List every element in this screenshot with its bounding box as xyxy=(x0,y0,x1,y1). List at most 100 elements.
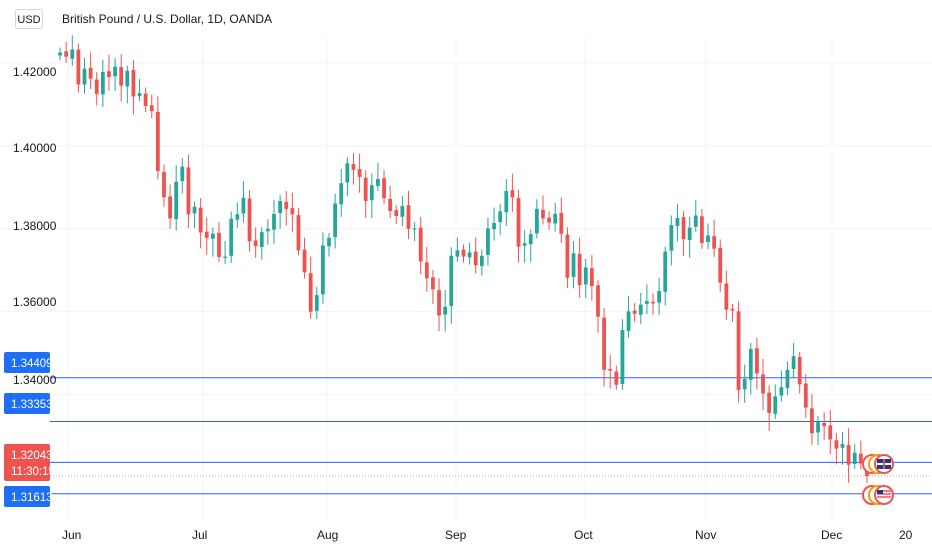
last-price-badge xyxy=(4,444,50,481)
economic-event-us-gb-icon[interactable] xyxy=(862,485,894,505)
candle-body xyxy=(577,254,582,286)
candle-body xyxy=(638,304,643,315)
candle-body xyxy=(644,300,649,304)
candle-body xyxy=(626,311,631,331)
candle-body xyxy=(100,72,105,95)
candle-body xyxy=(498,211,503,223)
candle-body xyxy=(816,422,820,433)
economic-events[interactable] xyxy=(862,454,894,505)
candle-body xyxy=(186,167,191,215)
candle-body xyxy=(510,190,515,198)
candle-body xyxy=(162,171,166,198)
candle-body xyxy=(589,268,594,287)
candle-body xyxy=(180,166,185,182)
candle-body xyxy=(675,218,680,226)
candle-body xyxy=(284,201,289,209)
candle-body xyxy=(155,111,160,172)
candle-body xyxy=(840,444,845,448)
candle-body xyxy=(431,277,435,290)
candle-body xyxy=(528,234,533,245)
candles xyxy=(58,35,869,484)
candle-body xyxy=(107,71,111,77)
countdown-label: 11:30:15 xyxy=(11,466,55,478)
candle-body xyxy=(608,368,613,371)
candle-body xyxy=(302,249,307,273)
x-tick-label: 20 xyxy=(899,528,913,542)
economic-event-gb-us-icon[interactable] xyxy=(862,454,894,474)
candle-body xyxy=(736,311,741,391)
price-badges: 1.34409 1.33353 1.32043 11:30:15 1.31613 xyxy=(4,352,55,507)
level-badge xyxy=(4,393,50,414)
level-badge xyxy=(4,486,50,507)
candle-body xyxy=(345,163,350,183)
candle-body xyxy=(791,356,796,369)
currency-button[interactable]: USD xyxy=(15,9,43,29)
candle-body xyxy=(785,369,790,389)
candle-body xyxy=(143,93,148,107)
candle-body xyxy=(663,251,668,292)
candle-body xyxy=(192,206,197,214)
y-tick-label: 1.42000 xyxy=(13,65,57,79)
candle-body xyxy=(687,227,692,240)
x-tick-label: Jul xyxy=(192,528,207,542)
candle-body xyxy=(265,228,270,232)
candle-body xyxy=(229,218,234,256)
candle-body xyxy=(290,208,295,215)
candle-body xyxy=(724,283,729,310)
candle-body xyxy=(755,348,759,374)
candle-body xyxy=(467,252,472,258)
price-axis[interactable]: 1.42000 1.40000 1.38000 1.36000 1.34000 xyxy=(13,65,57,387)
candle-body xyxy=(82,68,87,85)
candle-body xyxy=(773,396,778,414)
candle-body xyxy=(339,183,344,205)
candle-body xyxy=(308,273,313,312)
y-tick-label: 1.38000 xyxy=(13,219,57,233)
horizontal-level-lines[interactable] xyxy=(50,377,932,495)
candle-body xyxy=(137,93,142,97)
candle-body xyxy=(204,231,209,238)
candle-body xyxy=(241,197,246,214)
candle-body xyxy=(846,444,851,465)
x-tick-label: Dec xyxy=(821,528,842,542)
candle-body xyxy=(424,262,429,279)
candle-body xyxy=(657,291,662,303)
candle-body xyxy=(437,290,441,316)
candle-body xyxy=(64,51,69,57)
candle-body xyxy=(259,232,264,248)
time-axis[interactable]: Jun Jul Aug Sep Oct Nov Dec 20 xyxy=(62,528,913,542)
candle-body xyxy=(504,191,509,213)
candle-body xyxy=(278,201,283,214)
candle-body xyxy=(272,213,276,230)
candle-body xyxy=(217,232,221,258)
candle-body xyxy=(296,215,301,251)
candle-body xyxy=(828,425,833,440)
candle-body xyxy=(748,349,753,380)
candle-body xyxy=(669,225,674,251)
candle-body xyxy=(131,69,136,97)
level-badge-label: 1.33353 xyxy=(11,399,53,411)
grid-lines xyxy=(0,38,932,520)
candle-body xyxy=(559,213,564,234)
candle-body xyxy=(198,207,203,233)
candle-body xyxy=(718,247,723,283)
candle-body xyxy=(76,49,81,85)
candle-body xyxy=(70,49,75,59)
x-tick-label: Aug xyxy=(317,528,338,542)
candle-body xyxy=(632,310,637,314)
candle-body xyxy=(583,267,588,285)
candle-body xyxy=(351,164,356,170)
candle-body xyxy=(210,233,215,239)
candle-body xyxy=(333,203,338,238)
candle-body xyxy=(314,295,319,311)
candle-body xyxy=(730,308,735,311)
candle-body xyxy=(712,236,717,249)
candle-body xyxy=(223,256,227,258)
candle-body xyxy=(357,169,362,177)
candle-body xyxy=(119,67,124,86)
y-tick-label: 1.36000 xyxy=(13,295,57,309)
symbol-title: British Pound / U.S. Dollar, 1D, OANDA xyxy=(62,12,273,26)
candle-body xyxy=(700,216,704,243)
candle-body xyxy=(516,198,521,247)
candle-body xyxy=(125,70,130,87)
